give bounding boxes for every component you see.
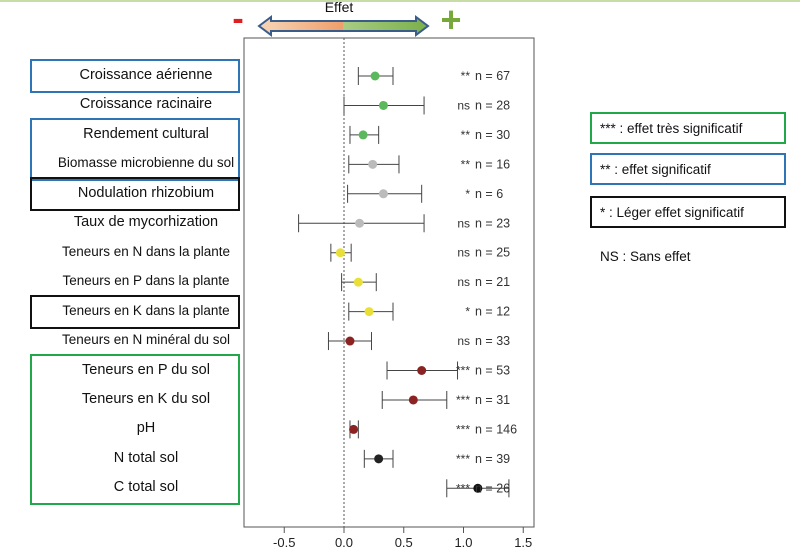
significance-label: ns (457, 216, 470, 230)
n-label: n = 28 (475, 98, 510, 112)
significance-label: ** (461, 69, 471, 83)
plus-sign: + (440, 0, 461, 40)
x-tick-label: 0.5 (395, 535, 413, 547)
row-label: Teneurs en N minéral du sol (61, 332, 231, 348)
row-label: Croissance racinaire (79, 96, 213, 113)
plot-frame (243, 37, 535, 528)
effect-point (345, 336, 355, 346)
n-label: n = 26 (475, 481, 510, 495)
significance-label: *** (456, 481, 470, 495)
n-label: n = 53 (475, 364, 510, 378)
row-label: Teneurs en P dans la plante (62, 273, 230, 289)
n-label: n = 31 (475, 393, 510, 407)
legend-item: * : Léger effet significatif (590, 196, 786, 228)
label-highlight-box (30, 294, 240, 329)
legend-item: ** : effet significatif (590, 153, 786, 185)
label-highlight-box (30, 353, 240, 506)
row-label: Teneurs en K dans la plante (62, 302, 230, 318)
row-label: pH (136, 420, 156, 437)
n-label: n = 30 (475, 128, 510, 142)
plot-marks: ** n = 67 ns n = 28 ** n = 30 ** n = 16 * n = 6 ns… (298, 67, 517, 498)
effect-point (374, 454, 384, 464)
effect-point (358, 130, 368, 140)
effect-title: Effet (325, 0, 354, 15)
label-highlight-box (30, 59, 240, 93)
effect-point (370, 71, 380, 81)
label-highlight-box (30, 117, 240, 182)
effect-point (368, 159, 378, 169)
row-label: Rendement cultural (83, 125, 209, 142)
x-axis-ticks: -0.5 0.0 0.5 1.0 1.5 (273, 527, 532, 547)
label-highlight-box (30, 176, 240, 211)
effect-point (364, 307, 374, 317)
row-label: Teneurs en P du sol (82, 361, 210, 378)
n-label: n = 33 (475, 334, 510, 348)
significance-label: ** (461, 128, 471, 142)
legend-item: *** : effet très significatif (590, 112, 786, 144)
top-divider (0, 0, 800, 2)
n-label: n = 21 (475, 275, 510, 289)
arrow-outline (257, 15, 430, 37)
n-label: n = 146 (475, 422, 517, 436)
effect-point (355, 218, 365, 228)
n-label: n = 16 (475, 157, 510, 171)
significance-label: ** (461, 157, 471, 171)
significance-label: * (465, 305, 470, 319)
significance-label: *** (456, 364, 470, 378)
row-label: Teneurs en N dans la plante (61, 243, 231, 259)
effect-point (473, 483, 483, 493)
significance-label: *** (456, 393, 470, 407)
n-label: n = 67 (475, 69, 510, 83)
effect-arrow (257, 15, 430, 37)
significance-label: * (465, 187, 470, 201)
significance-label: ns (457, 246, 470, 260)
plot-area (243, 37, 535, 528)
significance-label: *** (456, 422, 470, 436)
row-label: Taux de mycorhization (73, 214, 219, 231)
x-tick-label: 0.0 (335, 535, 353, 547)
row-label: Biomasse microbienne du sol (57, 155, 235, 171)
row-label: Nodulation rhizobium (77, 184, 215, 201)
effect-point (408, 395, 418, 405)
legend-item: NS : Sans effet (600, 248, 691, 264)
n-label: n = 25 (475, 246, 510, 260)
x-tick-label: -0.5 (273, 535, 295, 547)
minus-sign: - (232, 0, 243, 38)
effect-point (378, 189, 388, 199)
row-label: C total sol (113, 479, 179, 496)
n-label: n = 6 (475, 187, 503, 201)
n-label: n = 12 (475, 305, 510, 319)
effect-point (417, 366, 427, 375)
significance-label: *** (456, 452, 470, 466)
row-label: Croissance aérienne (79, 67, 213, 83)
row-label: N total sol (113, 449, 179, 466)
row-label: Teneurs en K du sol (81, 390, 211, 407)
effect-point (335, 248, 345, 258)
n-label: n = 39 (475, 452, 510, 466)
significance-label: ns (457, 275, 470, 289)
effect-point (353, 277, 363, 287)
significance-label: ns (457, 98, 470, 112)
significance-label: ns (457, 334, 470, 348)
x-tick-label: 1.0 (454, 535, 472, 547)
effect-point (349, 424, 359, 434)
effect-point (378, 100, 388, 110)
x-tick-label: 1.5 (514, 535, 532, 547)
n-label: n = 23 (475, 216, 510, 230)
